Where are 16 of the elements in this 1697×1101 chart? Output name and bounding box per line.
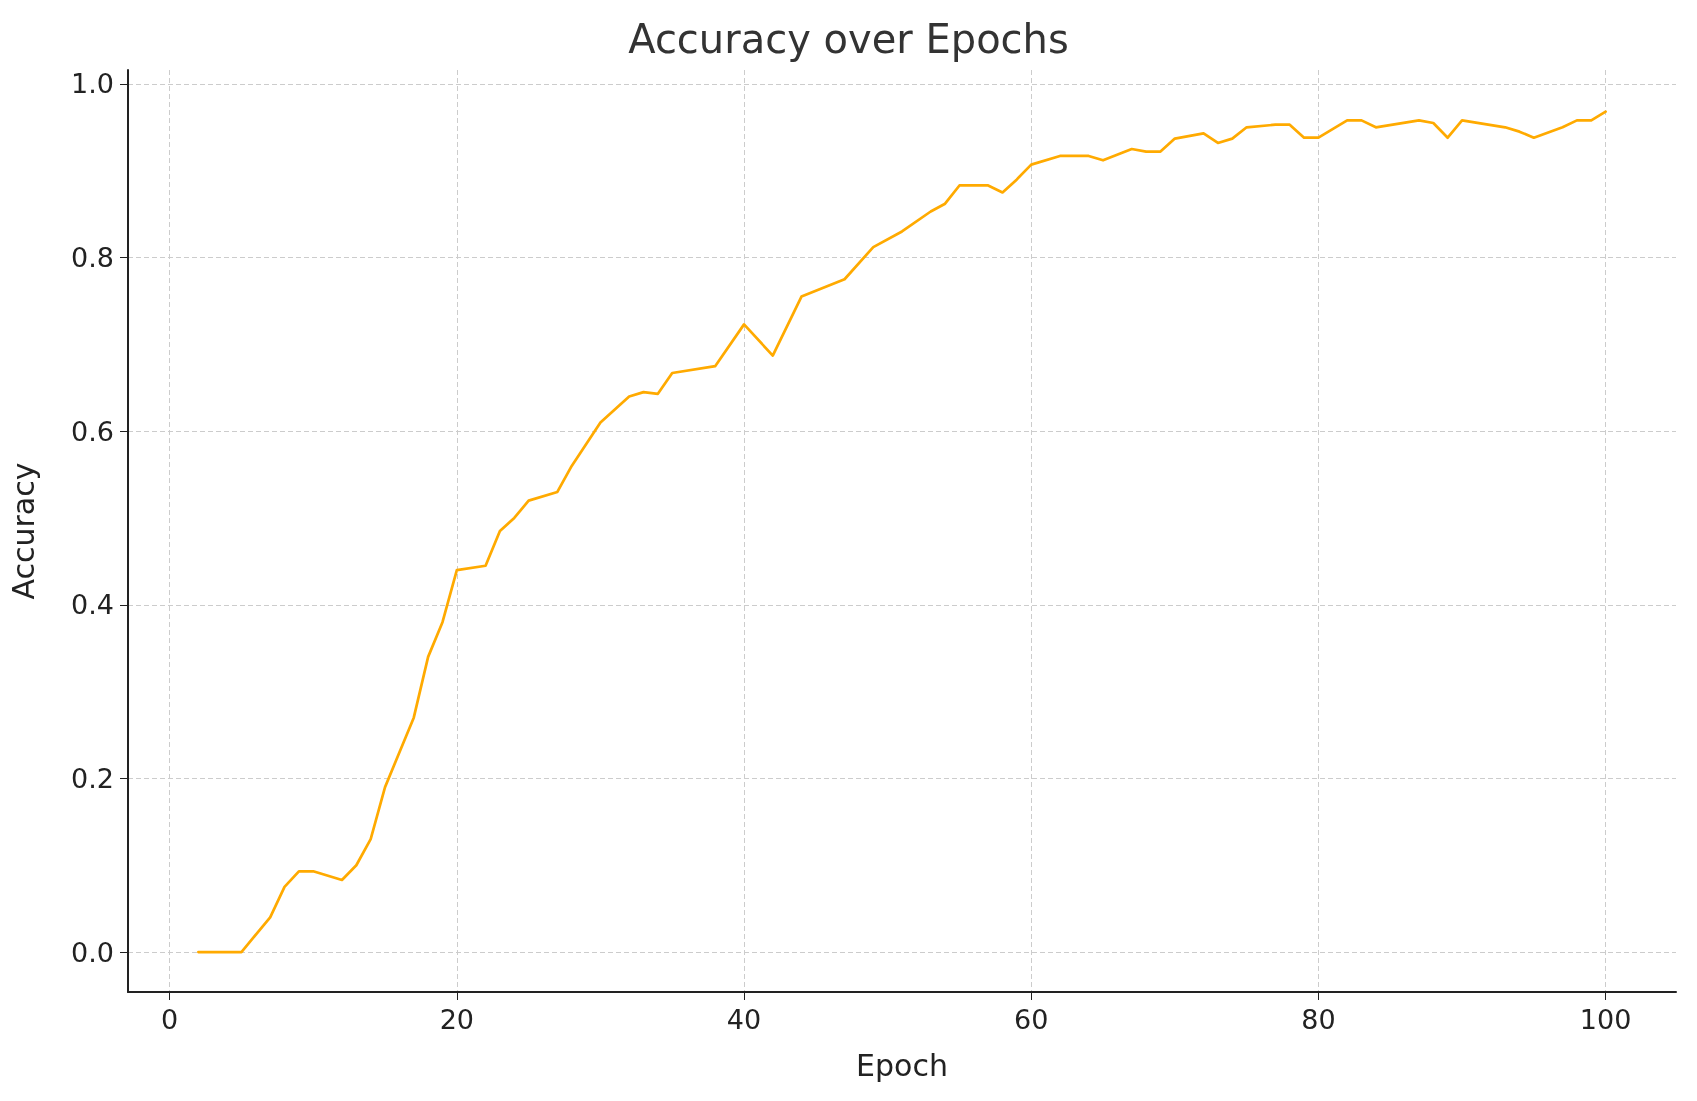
- y-tick-label: 0.4: [71, 589, 114, 621]
- x-tick-label: 20: [439, 1004, 475, 1035]
- y-tick-label: 0.2: [71, 762, 114, 794]
- y-tick-label: 1.0: [71, 68, 114, 100]
- y-tick-label: 0.0: [71, 936, 114, 968]
- x-tick-label: 100: [1579, 1004, 1632, 1035]
- x-tick-label: 80: [1301, 1004, 1336, 1035]
- y-tick-label: 0.6: [71, 415, 114, 447]
- line-series: [197, 110, 1607, 954]
- y-axis-title: Accuracy: [5, 462, 41, 600]
- y-tick-label: 0.8: [71, 242, 114, 274]
- x-tick-label: 60: [1014, 1004, 1049, 1035]
- chart-title: Accuracy over Epochs: [628, 16, 1069, 62]
- x-tick-label: 0: [161, 1004, 179, 1035]
- x-axis-title: Epoch: [856, 1047, 948, 1083]
- x-tick-label: 40: [726, 1004, 762, 1035]
